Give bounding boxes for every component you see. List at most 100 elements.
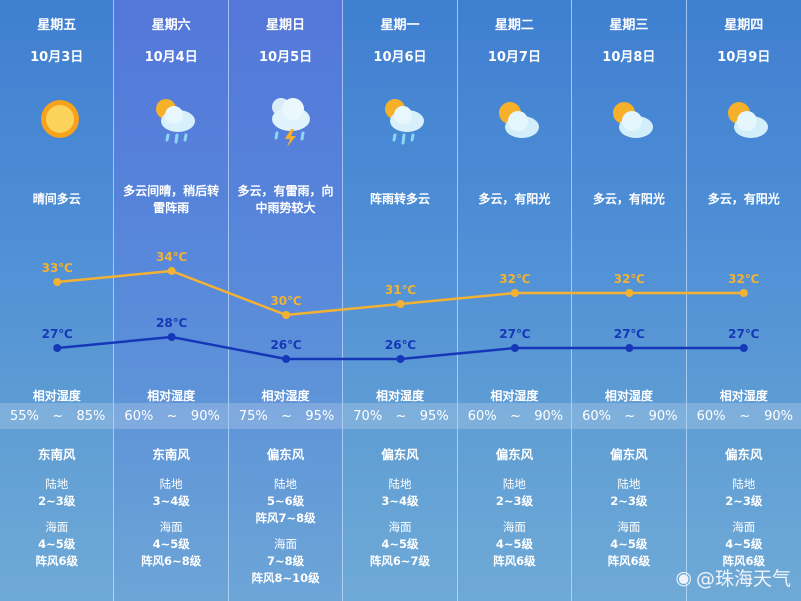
humidity-separator: ~ bbox=[281, 408, 292, 424]
land-label: 陆地 bbox=[159, 477, 183, 491]
low-temp-point bbox=[510, 344, 519, 352]
weekday: 星期一 bbox=[380, 18, 420, 33]
sea-label: 海面 bbox=[159, 520, 183, 534]
humidity-range: 60% ~ 90% bbox=[114, 403, 228, 429]
partly-cloudy-icon bbox=[727, 102, 768, 138]
humidity-label: 相对湿度 bbox=[147, 389, 196, 403]
humidity-max: 95% bbox=[305, 408, 335, 424]
wind-direction: 偏东风 bbox=[266, 447, 305, 462]
high-temp-label: 33℃ bbox=[42, 261, 73, 275]
humidity-label: 相对湿度 bbox=[719, 389, 768, 403]
sea-gust: 阵风6~7级 bbox=[369, 554, 431, 568]
low-temp-label: 27℃ bbox=[614, 327, 645, 341]
sea-label: 海面 bbox=[732, 520, 756, 534]
sea-level: 4~5级 bbox=[610, 537, 648, 551]
watermark-text: @珠海天气 bbox=[695, 568, 791, 590]
humidity-min: 60% bbox=[467, 408, 497, 424]
low-temp-label: 27℃ bbox=[499, 327, 530, 341]
land-label: 陆地 bbox=[502, 477, 526, 491]
weekday: 星期二 bbox=[494, 18, 534, 33]
high-temp-point bbox=[53, 278, 62, 286]
weekday: 星期四 bbox=[724, 18, 764, 33]
sea-gust: 阵风6~8级 bbox=[141, 554, 202, 568]
humidity-min: 60% bbox=[696, 408, 726, 424]
high-temp-point bbox=[739, 289, 748, 297]
land-level: 3~4级 bbox=[381, 494, 419, 508]
land-level: 2~3级 bbox=[725, 494, 763, 508]
sea-gust: 阵风8~10级 bbox=[251, 571, 320, 585]
weather-description: 晴间多云 bbox=[32, 192, 81, 206]
low-temp-point bbox=[625, 344, 634, 352]
humidity-label: 相对湿度 bbox=[32, 389, 81, 403]
wind-direction: 偏东风 bbox=[610, 447, 648, 462]
day-column: 星期二 10月7日 多云，有阳光 相对湿度 60% ~ 90% 偏东风 陆地 2… bbox=[457, 0, 573, 601]
day-column: 星期一 10月6日 阵雨转多云 相对湿度 70% ~ 95% 偏东风 陆地 3~… bbox=[343, 0, 458, 601]
high-temp-label: 32℃ bbox=[728, 272, 759, 286]
wind-levels: 陆地 2~3级 海面 4~5级 阵风6级 bbox=[458, 476, 571, 570]
day-column: 星期四 10月9日 多云，有阳光 相对湿度 60% ~ 90% 偏东风 陆地 2… bbox=[686, 0, 801, 601]
high-temp-point bbox=[282, 311, 291, 319]
wind-direction: 偏东风 bbox=[495, 447, 534, 462]
low-temp-point bbox=[739, 344, 748, 352]
humidity-separator: ~ bbox=[166, 408, 178, 424]
humidity-max: 90% bbox=[764, 408, 793, 424]
sea-gust: 阵风6级 bbox=[493, 554, 536, 568]
humidity-min: 60% bbox=[582, 408, 612, 424]
thunderstorm-icon bbox=[271, 98, 310, 147]
date: 10月7日 bbox=[487, 50, 541, 65]
cloudy-rain-icon bbox=[156, 99, 196, 144]
humidity-range: 70% ~ 95% bbox=[343, 403, 457, 429]
date: 10月4日 bbox=[144, 50, 198, 65]
humidity-max: 90% bbox=[534, 408, 564, 424]
low-temp-point bbox=[167, 333, 176, 341]
wind-direction: 偏东风 bbox=[381, 447, 419, 462]
sea-gust: 阵风6级 bbox=[607, 554, 651, 568]
weekday: 星期六 bbox=[151, 18, 191, 33]
date: 10月5日 bbox=[258, 50, 313, 65]
land-label: 陆地 bbox=[274, 477, 298, 491]
sea-level: 4~5级 bbox=[381, 537, 419, 551]
high-temp-point bbox=[625, 289, 634, 297]
sea-label: 海面 bbox=[45, 520, 69, 534]
wind-levels: 陆地 3~4级 海面 4~5级 阵风6~7级 bbox=[343, 476, 456, 570]
humidity-separator: ~ bbox=[624, 408, 636, 424]
land-level: 2~3级 bbox=[38, 494, 76, 508]
humidity-label: 相对湿度 bbox=[490, 389, 539, 403]
sea-label: 海面 bbox=[388, 520, 412, 534]
wind-levels: 陆地 2~3级 海面 4~5级 阵风6级 bbox=[572, 476, 685, 570]
watermark: ◉ @珠海天气 bbox=[675, 564, 791, 591]
humidity-range: 60% ~ 90% bbox=[686, 403, 801, 429]
sea-level: 4~5级 bbox=[38, 537, 76, 551]
wind-levels: 陆地 5~6级 阵风7~8级 海面 7~8级 阵风8~10级 bbox=[229, 476, 342, 587]
humidity-min: 55% bbox=[10, 408, 39, 424]
weather-description: 多云，有阳光 bbox=[707, 192, 780, 206]
high-temp-point bbox=[396, 300, 405, 308]
land-label: 陆地 bbox=[617, 477, 641, 491]
sea-label: 海面 bbox=[502, 520, 526, 534]
wind-direction: 东南风 bbox=[152, 447, 190, 462]
land-level: 5~6级 bbox=[266, 494, 305, 508]
land-level: 2~3级 bbox=[495, 494, 533, 508]
shower-icon bbox=[385, 99, 425, 145]
partly-cloudy-icon bbox=[498, 102, 539, 138]
humidity-label: 相对湿度 bbox=[261, 389, 310, 403]
wind-direction: 东南风 bbox=[37, 447, 76, 462]
date: 10月6日 bbox=[373, 50, 427, 65]
day-column: 星期三 10月8日 多云，有阳光 相对湿度 60% ~ 90% 偏东风 陆地 2… bbox=[572, 0, 687, 601]
partly-cloudy-icon bbox=[613, 102, 654, 138]
humidity-range: 55% ~ 85% bbox=[0, 403, 114, 429]
wind-direction: 偏东风 bbox=[725, 447, 763, 462]
low-temp-label: 26℃ bbox=[270, 338, 301, 352]
sea-level: 4~5级 bbox=[495, 537, 533, 551]
high-temp-label: 30℃ bbox=[270, 294, 301, 308]
high-temp-label: 34℃ bbox=[156, 250, 187, 264]
low-temp-point bbox=[396, 355, 405, 363]
weekday: 星期三 bbox=[609, 18, 649, 33]
land-label: 陆地 bbox=[45, 477, 69, 491]
wind-levels: 陆地 2~3级 海面 4~5级 阵风6级 bbox=[687, 476, 801, 570]
weekday: 星期五 bbox=[37, 18, 77, 33]
humidity-label: 相对湿度 bbox=[604, 389, 653, 403]
high-temp-label: 32℃ bbox=[614, 272, 645, 286]
date: 10月8日 bbox=[602, 50, 656, 65]
